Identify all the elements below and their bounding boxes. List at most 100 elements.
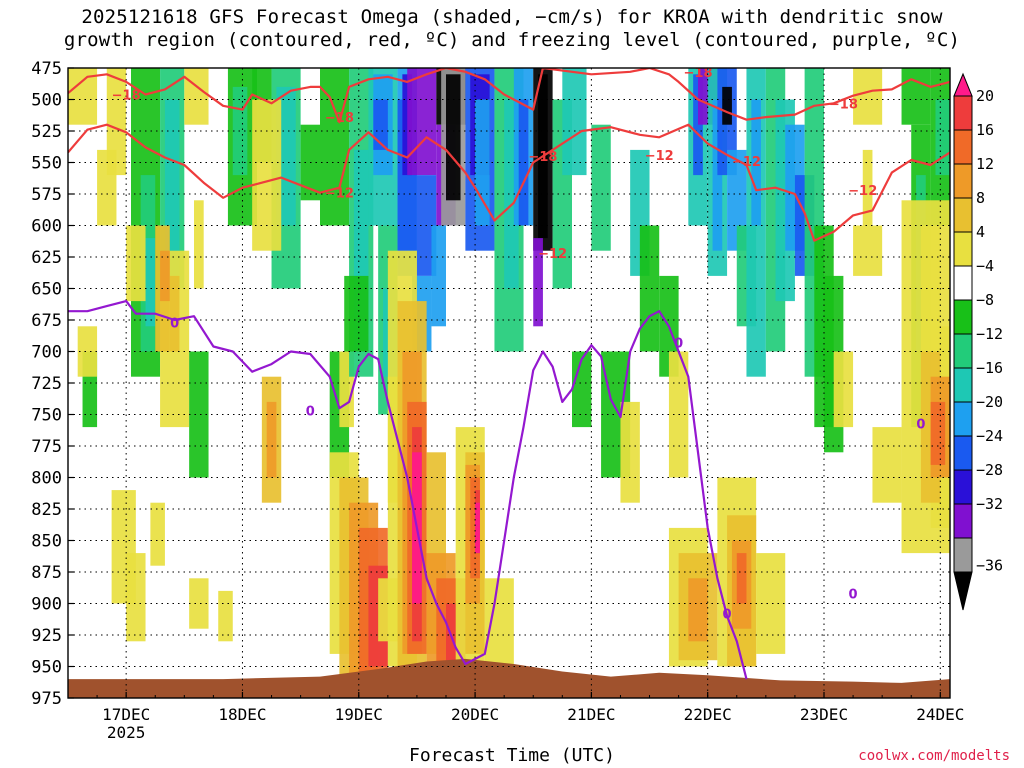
omega-shade-cell — [833, 351, 854, 428]
colorbar-box — [953, 299, 973, 335]
y-tick-label: 475 — [31, 59, 62, 79]
omega-shade-cell — [620, 401, 640, 503]
x-year-label: 2025 — [107, 723, 146, 742]
colorbar-box — [953, 231, 973, 267]
colorbar-label: −32 — [976, 495, 1003, 513]
omega-shade-cell — [431, 225, 446, 327]
colorbar-box — [953, 537, 973, 573]
omega-shade-cell — [853, 225, 883, 276]
contour-label: −18 — [325, 111, 354, 126]
omega-shade-cell — [126, 225, 146, 302]
omega-shade-cell — [344, 275, 369, 352]
contour-line — [68, 123, 950, 242]
x-axis-title: Forecast Time (UTC) — [409, 745, 615, 766]
colorbar-label: −20 — [976, 393, 1003, 411]
omega-shade-cell — [194, 200, 204, 289]
y-tick-label: 875 — [31, 563, 62, 583]
colorbar-box — [953, 129, 973, 165]
colorbar-label: 20 — [976, 87, 994, 105]
omega-shade-cell — [935, 99, 950, 176]
y-tick-label: 900 — [31, 595, 62, 615]
omega-shade-cell — [150, 502, 165, 566]
y-tick-label: 750 — [31, 406, 62, 426]
chart-title-line-2: growth region (contoured, red, ºC) and f… — [63, 29, 961, 51]
colorbar-box — [953, 503, 973, 539]
y-tick-label: 525 — [31, 122, 62, 142]
omega-shade-cell — [446, 74, 461, 201]
x-tick-label: 22DEC — [684, 705, 732, 724]
colorbar-box — [953, 469, 973, 505]
omega-shade-cell — [901, 68, 931, 125]
omega-shade-cell — [533, 238, 543, 327]
omega-shade-cell — [189, 578, 209, 629]
contour-label: 0 — [674, 337, 683, 352]
colorbar-box — [953, 265, 973, 301]
omega-shading — [68, 68, 950, 680]
colorbar-label: −12 — [976, 325, 1003, 343]
y-tick-label: 975 — [31, 689, 62, 709]
omega-shade-cell — [688, 578, 708, 642]
x-tick-label: 18DEC — [218, 705, 266, 724]
y-tick-label: 850 — [31, 532, 62, 552]
omega-shade-cell — [169, 275, 180, 352]
omega-shade-cell — [722, 86, 732, 125]
y-tick-label: 650 — [31, 280, 62, 300]
omega-shade-cell — [853, 68, 883, 125]
omega-shade-cell — [145, 238, 156, 327]
y-tick-label: 925 — [31, 626, 62, 646]
x-tick-label: 17DEC — [102, 705, 150, 724]
terrain-ground — [68, 658, 950, 698]
contour-lines: −18 −18 −18 −18 −18 −12 −12 −12 −12 −12 0 0 0 0 0 0 — [68, 68, 950, 680]
x-tick-label: 24DEC — [916, 705, 964, 724]
x-tick-label: 19DEC — [335, 705, 383, 724]
y-tick-label: 825 — [31, 500, 62, 520]
omega-shade-cell — [736, 553, 747, 604]
omega-shade-cell — [872, 427, 902, 503]
contour-line — [68, 68, 950, 124]
omega-shade-cell — [562, 68, 587, 176]
omega-shade-cell — [266, 401, 277, 478]
colorbar-box — [953, 401, 973, 437]
colorbar-label: −4 — [976, 257, 994, 275]
omega-shade-cell — [518, 99, 529, 226]
omega-shade-cell — [184, 68, 209, 125]
colorbar-label: −28 — [976, 461, 1003, 479]
colorbar-box — [953, 367, 973, 403]
y-tick-label: 575 — [31, 185, 62, 205]
y-tick-label: 600 — [31, 217, 62, 237]
y-tick-label: 725 — [31, 374, 62, 394]
omega-shade-cell — [218, 590, 233, 642]
omega-shade-cell — [373, 99, 388, 150]
x-tick-label: 21DEC — [567, 705, 615, 724]
contour-label: −12 — [325, 187, 354, 202]
omega-shade-cell — [252, 99, 282, 251]
contour-label: 0 — [916, 417, 925, 432]
contour-label: 0 — [849, 587, 858, 602]
colorbar-box — [953, 163, 973, 199]
axes: 475 500 525 550 575 600 625 650 675 700 725 750 775 8… — [31, 59, 964, 742]
y-tick-label: 675 — [31, 311, 62, 331]
credit-text: coolwx.com/modelts — [858, 748, 1010, 764]
omega-shade-cell — [639, 225, 660, 352]
colorbar-label: −24 — [976, 427, 1003, 445]
omega-shade-cell — [572, 351, 592, 428]
contour-label: −18 — [829, 97, 858, 112]
contour-label: −18 — [112, 88, 141, 103]
contour-label: −12 — [645, 149, 674, 164]
omega-shade-cell — [106, 68, 127, 176]
colorbar-box — [953, 197, 973, 233]
omega-shade-cell — [693, 74, 703, 176]
colorbar-label: −8 — [976, 291, 994, 309]
colorbar-label: 16 — [976, 121, 994, 139]
omega-shade-cell — [930, 401, 946, 465]
colorbar-box — [953, 435, 973, 471]
contour-label: −18 — [528, 150, 557, 165]
omega-shade-cell — [591, 124, 611, 251]
omega-shade-cell — [126, 553, 146, 642]
y-tick-label: 550 — [31, 154, 62, 174]
x-tick-label: 23DEC — [800, 705, 848, 724]
omega-shade-cell — [756, 553, 786, 654]
colorbar-label: 12 — [976, 155, 994, 173]
x-tick-label: 20DEC — [451, 705, 499, 724]
